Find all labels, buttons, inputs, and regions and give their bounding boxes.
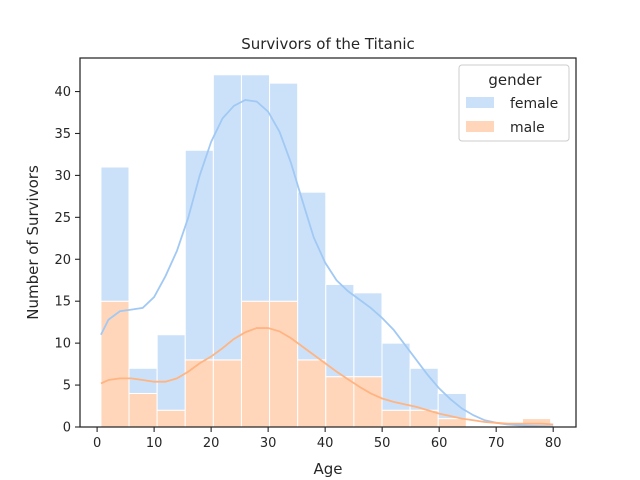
chart-title: Survivors of the Titanic	[241, 35, 415, 53]
x-tick-label-40: 40	[317, 436, 334, 451]
bar-male-1	[128, 392, 158, 428]
bar-male-5	[240, 300, 271, 428]
kde-layer	[100, 98, 554, 428]
bar-male-6	[269, 300, 299, 428]
bar-male-0	[100, 300, 130, 428]
y-tick-label-10: 10	[54, 337, 71, 352]
bar-female-3	[184, 149, 214, 361]
x-tick-label-20: 20	[203, 436, 220, 451]
y-tick-label-30: 30	[54, 169, 71, 184]
x-tick-label-10: 10	[146, 436, 163, 451]
kde-line-male	[100, 327, 554, 426]
y-axis-title: Number of Survivors	[24, 165, 42, 320]
x-tick-label-50: 50	[374, 436, 391, 451]
x-axis-title: Age	[313, 460, 342, 478]
y-tick-label-15: 15	[54, 295, 71, 310]
legend-label-female: female	[510, 96, 558, 112]
bar-male-7	[297, 359, 327, 428]
bar-male-9	[353, 376, 383, 428]
bar-female-0	[100, 166, 130, 302]
bar-male-2	[156, 409, 186, 428]
bar-male-10	[381, 409, 411, 428]
bar-female-4	[212, 74, 242, 361]
bar-male-8	[325, 376, 355, 428]
bar-female-7	[297, 191, 327, 361]
y-tick-label-35: 35	[54, 127, 71, 142]
y-tick-label-20: 20	[54, 253, 71, 268]
y-tick-label-5: 5	[63, 379, 71, 394]
x-tick-label-0: 0	[93, 436, 101, 451]
y-tick-label-0: 0	[63, 421, 71, 436]
y-tick-label-25: 25	[54, 211, 71, 226]
bar-female-11	[409, 367, 439, 411]
bars-layer	[100, 74, 552, 428]
x-axis: 0 10 20 30 40 50 60 70 80	[93, 427, 562, 451]
bar-male-12	[437, 418, 467, 428]
x-tick-label-80: 80	[545, 436, 562, 451]
x-tick-label-70: 70	[488, 436, 505, 451]
x-tick-label-60: 60	[431, 436, 448, 451]
legend-swatch-male	[466, 121, 494, 132]
bar-female-8	[325, 283, 355, 378]
legend-label-male: male	[510, 120, 545, 136]
bar-female-5	[240, 74, 271, 302]
y-axis: 0 5 10 15 20 25 30 35 40	[54, 85, 80, 436]
legend-swatch-female	[466, 97, 494, 108]
kde-line-female	[100, 98, 554, 428]
bar-female-6	[269, 82, 299, 302]
legend-title: gender	[488, 71, 542, 89]
bar-male-4	[212, 359, 242, 428]
legend: gender female male	[458, 64, 570, 142]
x-tick-label-30: 30	[260, 436, 277, 451]
y-tick-label-40: 40	[54, 85, 71, 100]
plot-frame	[79, 57, 577, 428]
bar-female-2	[156, 334, 186, 411]
